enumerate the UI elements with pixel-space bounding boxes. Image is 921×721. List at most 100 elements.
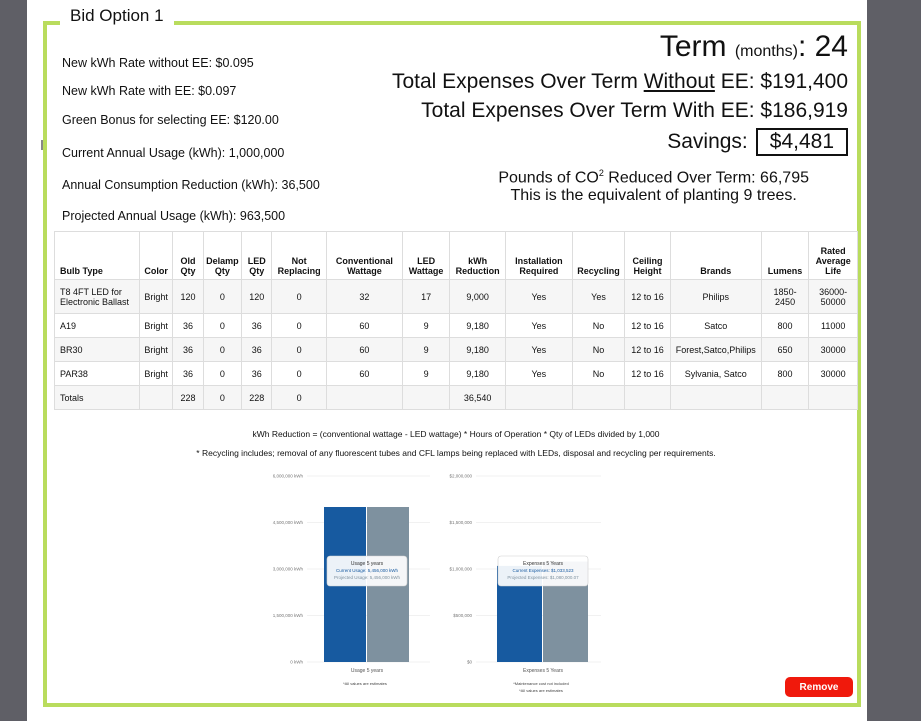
y-tick-label: 3,000,000 kWh [273, 567, 304, 572]
savings: Savings: $4,481 [667, 128, 848, 156]
table-cell: 0 [202, 385, 243, 410]
expenses-without-emphasis: Without [643, 70, 715, 93]
table-cell: 12 to 16 [624, 361, 671, 386]
table-cell: Totals [54, 385, 140, 410]
tooltip-current: Current Usage: 5,456,000 kWh [336, 568, 399, 573]
col-color: Color [138, 231, 174, 280]
table-cell: 60 [325, 337, 403, 362]
table-cell: 9 [401, 361, 451, 386]
expenses-without-ee: Total Expenses Over Term Without EE: $19… [392, 70, 848, 94]
kwh-rate-without-ee: New kWh Rate without EE: $0.095 [62, 56, 254, 70]
y-tick-label: $2,000,000 [449, 474, 472, 479]
table-cell: 120 [172, 279, 204, 314]
table-cell: Philips [669, 279, 762, 314]
table-cell: Yes [504, 313, 573, 338]
table-cell: 36 [172, 361, 204, 386]
table-cell: 30000 [808, 337, 858, 362]
table-cell: 0 [202, 361, 243, 386]
table-cell: 32 [325, 279, 403, 314]
expenses-chart: $0 $500,000 $1,000,000 $1,500,000 $2,000,000… [449, 474, 601, 693]
term-label: Term [659, 30, 727, 63]
table-cell: 9,180 [449, 337, 506, 362]
y-tick-label: 1,500,000 kWh [273, 613, 304, 618]
table-cell [401, 385, 451, 410]
x-category-label: Expenses 5 Years [523, 668, 564, 674]
table-cell [669, 385, 762, 410]
table-cell: Satco [669, 313, 762, 338]
co2-summary: Pounds of CO2 Reduced Over Term: 66,795 … [498, 168, 809, 205]
recycling-note: * Recycling includes; removal of any flu… [196, 448, 716, 458]
col-ceiling-height: Ceiling Height [624, 231, 671, 280]
col-installation-required: Installation Required [504, 231, 573, 280]
table-cell: 9,180 [449, 361, 506, 386]
table-cell: 228 [172, 385, 204, 410]
col-recycling: Recycling [571, 231, 626, 280]
y-tick-label: 4,500,000 kWh [273, 520, 304, 525]
remove-button[interactable]: Remove [785, 677, 853, 697]
bid-option-panel [43, 21, 861, 707]
col-lumens: Lumens [760, 231, 810, 280]
table-cell: Bright [138, 313, 174, 338]
table-cell: 9,180 [449, 313, 506, 338]
x-category-label: Usage 5 years [351, 668, 384, 674]
table-cell: 9,000 [449, 279, 506, 314]
kwh-rate-with-ee: New kWh Rate with EE: $0.097 [62, 84, 237, 98]
chart-tooltip [326, 555, 408, 587]
co2-prefix: Pounds of CO [498, 169, 599, 187]
table-cell: Bright [138, 337, 174, 362]
table-cell: Yes [504, 337, 573, 362]
expenses-without-value: EE: $191,400 [714, 70, 848, 93]
panel-marker [41, 140, 43, 150]
col-led-wattage: LED Wattage [401, 231, 451, 280]
table-cell: 0 [271, 313, 327, 338]
table-cell: 0 [271, 337, 327, 362]
table-cell: 9 [401, 337, 451, 362]
table-row: PAR38 Bright 36 0 36 0 60 9 9,180 Yes No 12 to 16 Sy… [54, 361, 858, 386]
table-cell [504, 385, 573, 410]
table-cell: 1850-2450 [760, 279, 810, 314]
table-cell: 0 [271, 385, 327, 410]
table-cell: 30000 [808, 361, 858, 386]
term-value: : 24 [797, 30, 848, 63]
table-row: A19 Bright 36 0 36 0 60 9 9,180 Yes No 12 to 16 Satc… [54, 313, 858, 338]
bulb-table: Bulb Type Color Old Qty Delamp Qty LED Q… [54, 231, 858, 410]
table-header-row: Bulb Type Color Old Qty Delamp Qty LED Q… [54, 231, 858, 280]
current-annual-usage: Current Annual Usage (kWh): 1,000,000 [62, 146, 285, 160]
table-cell: 36,540 [449, 385, 506, 410]
y-tick-label: 6,000,000 kWh [273, 474, 304, 479]
table-cell [138, 385, 174, 410]
table-cell: 228 [241, 385, 273, 410]
table-row: BR30 Bright 36 0 36 0 60 9 9,180 Yes No 12 to 16 For… [54, 337, 858, 362]
chart-footnote: *All values are estimates [343, 681, 387, 686]
co2-reduced: Pounds of CO2 Reduced Over Term: 66,795 [498, 168, 809, 187]
chart-tooltip [497, 555, 589, 587]
table-cell: Yes [571, 279, 626, 314]
trees-equivalent: This is the equivalent of planting 9 tre… [510, 187, 797, 205]
table-cell: 650 [760, 337, 810, 362]
table-cell [571, 385, 626, 410]
table-cell: 0 [271, 361, 327, 386]
savings-label: Savings: [667, 130, 748, 153]
table-cell: 36 [241, 337, 273, 362]
col-led-qty: LED Qty [241, 231, 273, 280]
table-cell: 9 [401, 313, 451, 338]
col-delamp-qty: Delamp Qty [202, 231, 243, 280]
green-bonus: Green Bonus for selecting EE: $120.00 [62, 113, 279, 127]
tooltip-title: Expenses 5 Years [523, 561, 564, 567]
chart-footnote: *All values are estimates [519, 688, 563, 693]
table-cell: Sylvania, Satco [669, 361, 762, 386]
table-cell: 36 [172, 337, 204, 362]
table-cell: No [571, 313, 626, 338]
table-cell: Yes [504, 279, 573, 314]
totals-row: Totals 228 0 228 0 36,540 [54, 385, 858, 410]
table-cell: 17 [401, 279, 451, 314]
table-cell: 36 [172, 313, 204, 338]
table-cell: 120 [241, 279, 273, 314]
table-cell: Yes [504, 361, 573, 386]
col-kwh-reduction: kWh Reduction [449, 231, 506, 280]
table-cell: 800 [760, 361, 810, 386]
co2-value: Reduced Over Term: 66,795 [603, 169, 809, 187]
table-cell: 36 [241, 361, 273, 386]
table-cell: No [571, 337, 626, 362]
co2-superscript: 2 [598, 168, 604, 178]
